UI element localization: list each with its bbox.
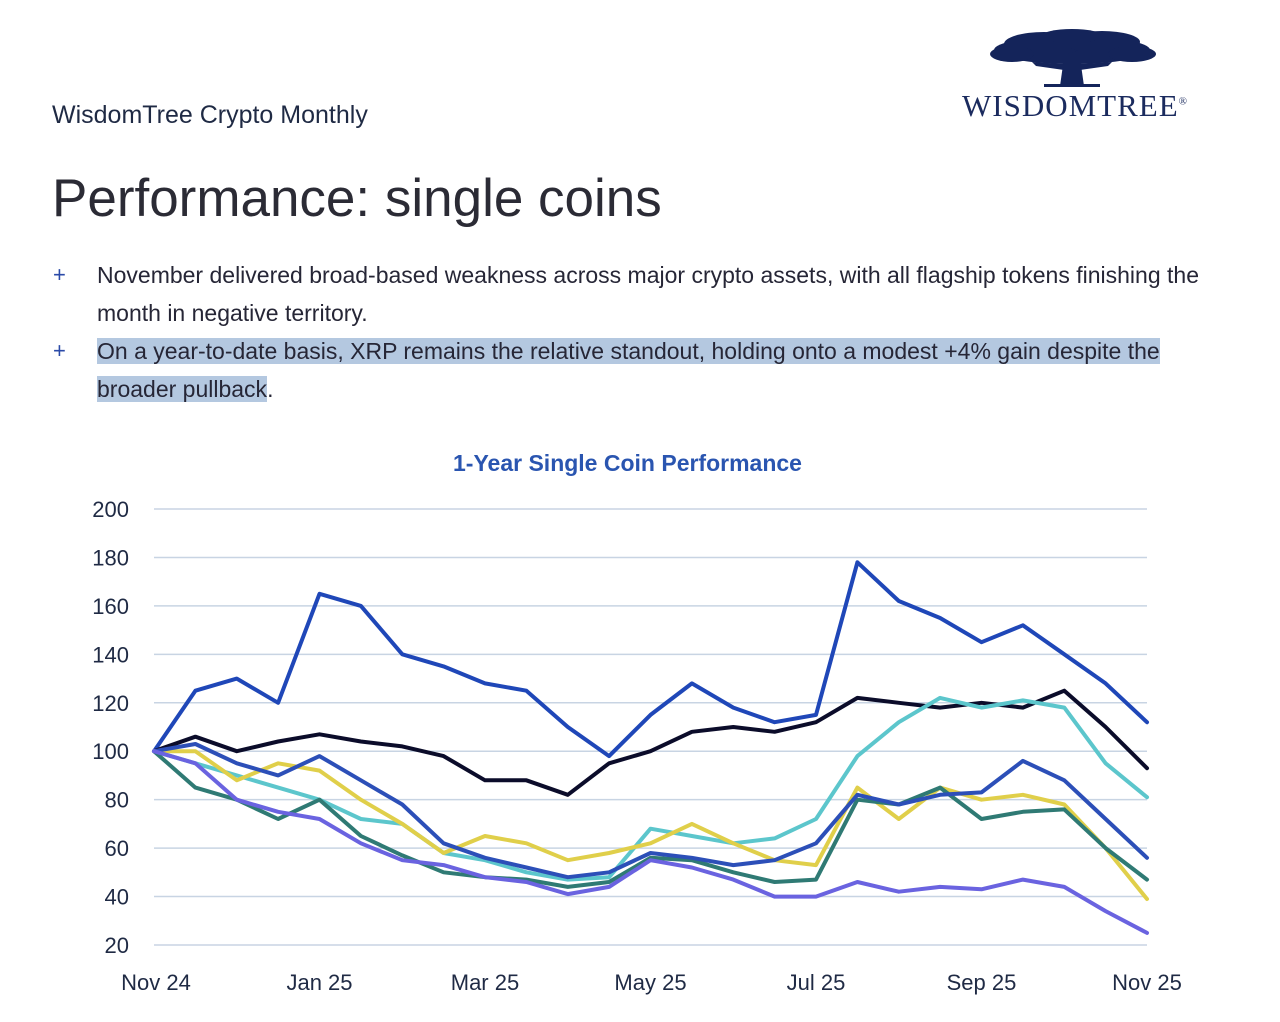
bullet-text: November delivered broad-based weakness … bbox=[97, 262, 1199, 326]
y-tick-label: 180 bbox=[92, 545, 129, 570]
wisdomtree-tree-logo-icon bbox=[990, 29, 1156, 87]
series-line-6 bbox=[152, 742, 1149, 880]
y-tick-label: 80 bbox=[105, 788, 129, 813]
y-tick-label: 100 bbox=[92, 739, 129, 764]
y-tick-label: 200 bbox=[92, 497, 129, 522]
line-chart: 20 40 60 80 100 120 140 160 180 200 Nov 24 Jan 25 Ma… bbox=[92, 497, 1182, 995]
y-tick-label: 160 bbox=[92, 594, 129, 619]
chart-title: 1-Year Single Coin Performance bbox=[453, 450, 802, 476]
plus-bullet-icon: + bbox=[53, 262, 66, 287]
plus-bullet-icon: + bbox=[53, 338, 66, 363]
report-kicker: WisdomTree Crypto Monthly bbox=[52, 101, 368, 129]
bullet-item: + November delivered broad-based weaknes… bbox=[50, 256, 1240, 332]
page-title: Performance: single coins bbox=[52, 169, 662, 228]
series-line-5 bbox=[152, 749, 1149, 889]
y-tick-label: 140 bbox=[92, 642, 129, 667]
y-tick-label: 120 bbox=[92, 691, 129, 716]
y-tick-label: 60 bbox=[105, 836, 129, 861]
x-tick-label: Sep 25 bbox=[947, 970, 1017, 995]
series-line-1 bbox=[152, 560, 1149, 759]
series-line-4 bbox=[152, 749, 1149, 901]
bullet-item: + On a year-to-date basis, XRP remains t… bbox=[50, 332, 1240, 408]
x-tick-label: Jul 25 bbox=[787, 970, 846, 995]
x-tick-label: Nov 25 bbox=[1112, 970, 1182, 995]
bullet-list: + November delivered broad-based weaknes… bbox=[50, 256, 1240, 408]
x-tick-label: Jan 25 bbox=[286, 970, 352, 995]
wisdomtree-wordmark: WISDOMTREE® bbox=[962, 88, 1189, 123]
x-tick-label: Nov 24 bbox=[121, 970, 191, 995]
bullet-tail: . bbox=[267, 376, 274, 402]
series-line-7 bbox=[152, 749, 1149, 935]
highlighted-bullet-text: On a year-to-date basis, XRP remains the… bbox=[97, 338, 1160, 402]
x-tick-label: May 25 bbox=[614, 970, 686, 995]
y-tick-label: 20 bbox=[105, 933, 129, 958]
y-tick-label: 40 bbox=[105, 885, 129, 910]
series-line-2 bbox=[152, 688, 1149, 797]
x-tick-label: Mar 25 bbox=[451, 970, 519, 995]
